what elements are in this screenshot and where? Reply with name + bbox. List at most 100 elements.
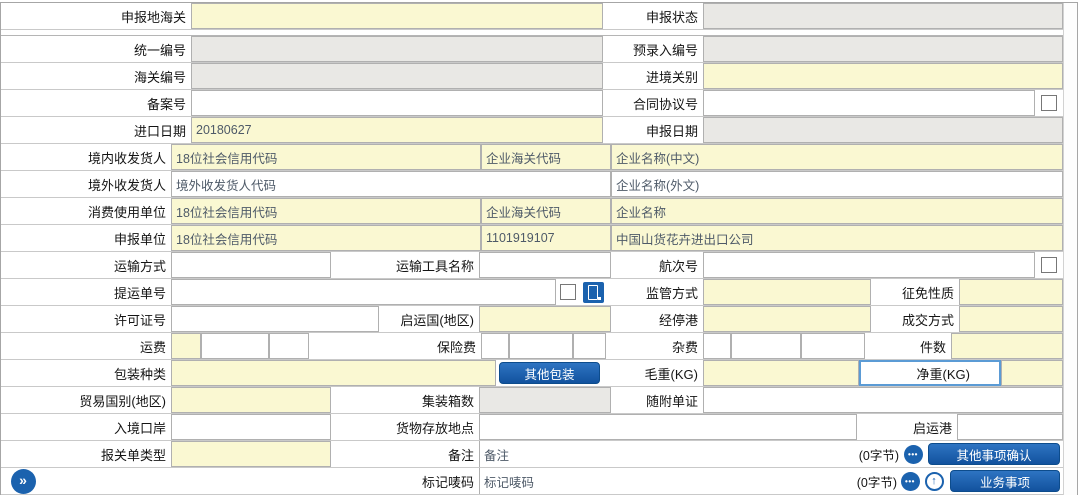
package-type-field[interactable] xyxy=(171,360,496,386)
bill-no-label: 提运单号 xyxy=(113,285,166,301)
trade-country-label: 贸易国别(地区) xyxy=(79,393,166,409)
entry-port-field[interactable] xyxy=(171,414,331,440)
entry-customs-label: 进境关别 xyxy=(645,69,698,85)
departure-port-label: 启运港 xyxy=(912,420,952,436)
transport-tool-name-label: 运输工具名称 xyxy=(395,258,474,274)
misc-fees-mark-field[interactable] xyxy=(703,333,731,359)
declare-unit-name-field[interactable]: 中国山货花卉进出口公司 xyxy=(611,225,1063,251)
insurance-mark-field[interactable] xyxy=(481,333,509,359)
declare-date-label: 申报日期 xyxy=(645,123,698,139)
trade-country-field[interactable] xyxy=(171,387,331,413)
declaration-type-field[interactable] xyxy=(171,441,331,467)
declare-customs-field[interactable] xyxy=(191,3,603,29)
form-row-16: 入境口岸 货物存放地点 启运港 xyxy=(1,414,1063,441)
overseas-consignor-name-en-field[interactable]: 企业名称(外文) xyxy=(611,171,1063,197)
levy-nature-field[interactable] xyxy=(959,279,1063,305)
domestic-consignee-customs-code-field[interactable]: 企业海关代码 xyxy=(481,144,611,170)
form-row-12: 许可证号 启运国(地区) 经停港 成交方式 xyxy=(1,306,1063,333)
insurance-rate-field[interactable] xyxy=(509,333,573,359)
consumption-unit-credit-code-field[interactable]: 18位社会信用代码 xyxy=(171,198,481,224)
declare-status-field[interactable] xyxy=(703,3,1063,29)
form-row-15: 贸易国别(地区) 集装箱数 随附单证 xyxy=(1,387,1063,414)
packages-count-label: 件数 xyxy=(919,339,946,355)
consumption-unit-label: 消费使用单位 xyxy=(87,204,166,220)
expand-panel-icon[interactable]: » xyxy=(10,468,36,494)
record-no-label: 备案号 xyxy=(146,96,186,112)
transaction-mode-field[interactable] xyxy=(959,306,1063,332)
gross-weight-label: 毛重(KG) xyxy=(644,366,698,382)
misc-fees-rate-field[interactable] xyxy=(731,333,801,359)
container-count-field[interactable] xyxy=(479,387,611,413)
business-matters-button: 业务事项 xyxy=(947,468,1063,494)
attached-documents-field[interactable] xyxy=(703,387,1063,413)
freight-rate-field[interactable] xyxy=(201,333,269,359)
departure-country-label: 启运国(地区) xyxy=(400,312,474,328)
marks-more-icon[interactable]: ••• xyxy=(900,471,920,491)
declare-unit-customs-code-field[interactable]: 1101919107 xyxy=(481,225,611,251)
document-lookup-icon[interactable] xyxy=(582,281,604,303)
insurance-label: 保险费 xyxy=(436,339,476,355)
document-lookup-icon xyxy=(580,279,606,305)
gross-weight-field[interactable] xyxy=(703,360,859,386)
bill-no-checkbox xyxy=(556,279,580,305)
marks-upload-icon: ↑ xyxy=(921,468,947,494)
voyage-checkbox[interactable] xyxy=(1041,257,1057,273)
contract-no-field[interactable] xyxy=(703,90,1035,116)
freight-currency-field[interactable] xyxy=(269,333,309,359)
stopover-port-field[interactable] xyxy=(703,306,871,332)
record-no-field[interactable] xyxy=(191,90,603,116)
form-row-13: 运费 保险费 杂费 件数 xyxy=(1,333,1063,360)
goods-location-field[interactable] xyxy=(479,414,857,440)
bill-no-field[interactable] xyxy=(171,279,556,305)
marks-upload-icon[interactable]: ↑ xyxy=(924,471,944,491)
remarks-label: 备注 xyxy=(447,447,474,463)
customs-no-field[interactable] xyxy=(191,63,603,89)
declare-date-field[interactable] xyxy=(703,117,1063,143)
declare-unit-credit-code-field[interactable]: 18位社会信用代码 xyxy=(171,225,481,251)
contract-no-label: 合同协议号 xyxy=(632,96,698,112)
transaction-mode-label: 成交方式 xyxy=(901,312,954,328)
voyage-no-field[interactable] xyxy=(703,252,1035,278)
form-row-7: 境外收发货人 境外收发货人代码 企业名称(外文) xyxy=(1,171,1063,198)
transport-tool-name-field[interactable] xyxy=(479,252,611,278)
bottom-spacer xyxy=(45,468,331,494)
entry-customs-field[interactable] xyxy=(703,63,1063,89)
insurance-currency-field[interactable] xyxy=(573,333,606,359)
net-weight-field[interactable] xyxy=(1001,360,1063,386)
contract-checkbox[interactable] xyxy=(1041,95,1057,111)
declare-customs-label: 申报地海关 xyxy=(120,9,186,25)
marks-numbers-value[interactable]: 标记唛码 xyxy=(479,468,839,494)
unified-no-field[interactable] xyxy=(191,36,603,62)
domestic-consignee-name-cn-field[interactable]: 企业名称(中文) xyxy=(611,144,1063,170)
consumption-unit-name-field[interactable]: 企业名称 xyxy=(611,198,1063,224)
business-matters-button[interactable]: 业务事项 xyxy=(950,470,1060,492)
license-no-field[interactable] xyxy=(171,306,379,332)
import-date-field[interactable]: 20180627 xyxy=(191,117,603,143)
pre-entry-no-label: 预录入编号 xyxy=(632,42,698,58)
pre-entry-no-field[interactable] xyxy=(703,36,1063,62)
departure-port-field[interactable] xyxy=(957,414,1063,440)
overseas-consignor-code-field[interactable]: 境外收发货人代码 xyxy=(171,171,611,197)
freight-label: 运费 xyxy=(139,339,166,355)
confirm-other-matters-button[interactable]: 其他事项确认 xyxy=(928,443,1060,465)
supervision-mode-field[interactable] xyxy=(703,279,871,305)
voyage-no-label: 航次号 xyxy=(658,258,698,274)
goods-location-label: 货物存放地点 xyxy=(395,420,474,436)
right-scroll-strip[interactable] xyxy=(1063,3,1077,495)
declaration-type-label: 报关单类型 xyxy=(100,447,166,463)
form-grid: 申报地海关 申报状态 统一编号 预录入编号 海关编号 进境关别 备案号 合同协议号 进口日期 20… xyxy=(1,3,1063,495)
departure-country-field[interactable] xyxy=(479,306,611,332)
misc-fees-currency-field[interactable] xyxy=(801,333,865,359)
bill-no-checkbox[interactable] xyxy=(560,284,576,300)
remarks-more-icon[interactable]: ••• xyxy=(903,444,923,464)
domestic-consignee-credit-code-field[interactable]: 18位社会信用代码 xyxy=(171,144,481,170)
consumption-unit-customs-code-field[interactable]: 企业海关代码 xyxy=(481,198,611,224)
other-package-button[interactable]: 其他包装 xyxy=(499,362,600,384)
transport-mode-field[interactable] xyxy=(171,252,331,278)
remarks-value[interactable]: 备注 xyxy=(479,441,839,467)
freight-mark-field[interactable] xyxy=(171,333,201,359)
form-row-14: 包装种类 其他包装 毛重(KG) 净重(KG) xyxy=(1,360,1063,387)
entry-port-label: 入境口岸 xyxy=(113,420,166,436)
packages-count-field[interactable] xyxy=(951,333,1063,359)
